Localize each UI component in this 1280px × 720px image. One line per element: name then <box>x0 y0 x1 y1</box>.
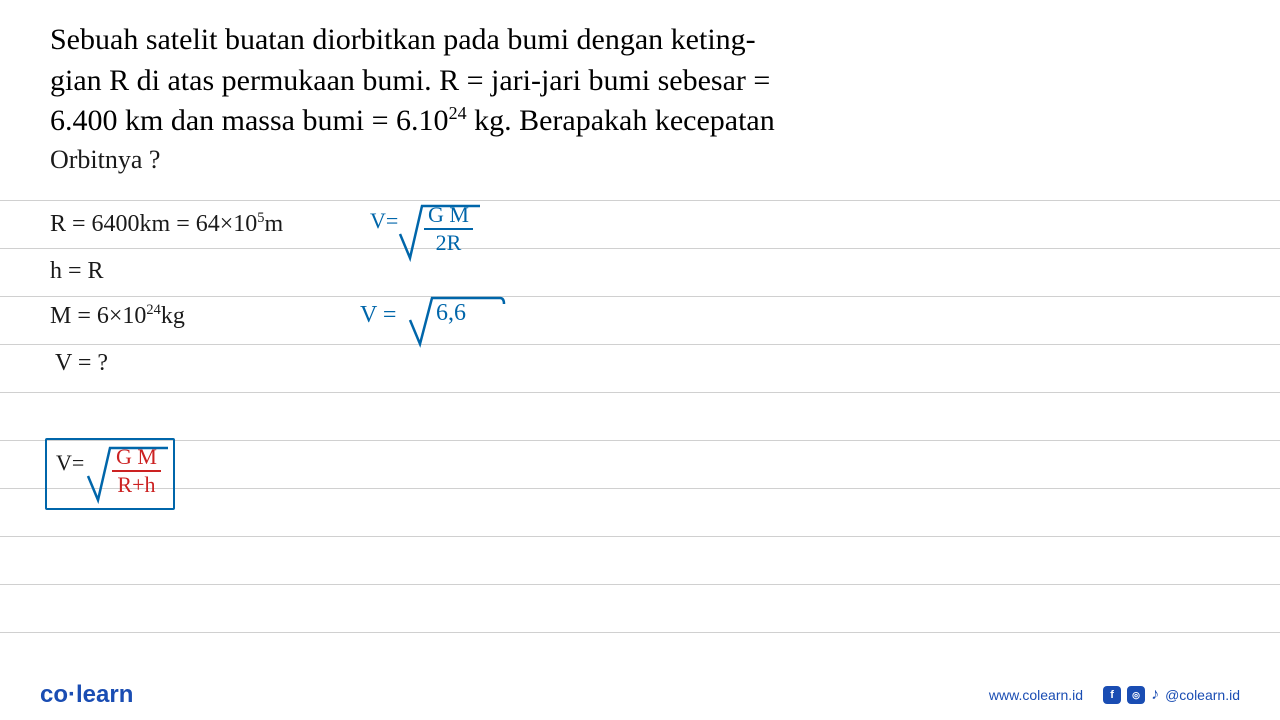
calc2-V-eq: V = <box>360 302 396 329</box>
facebook-icon: f <box>1103 686 1121 704</box>
notebook-line <box>0 632 1280 633</box>
social-handle: @colearn.id <box>1165 687 1240 703</box>
given-V: V = ? <box>55 350 108 377</box>
notebook-line <box>0 440 1280 441</box>
notebook-line <box>0 584 1280 585</box>
notebook-line <box>0 296 1280 297</box>
given-M: M = 6×1024kg <box>50 302 185 330</box>
question-block: Sebuah satelit buatan diorbitkan pada bu… <box>0 0 1280 187</box>
notebook-line <box>0 536 1280 537</box>
social-icons: f ◎ ♪ @colearn.id <box>1103 686 1240 704</box>
question-line-4-handwritten: Orbitnya ? <box>50 142 1230 177</box>
logo: co·learn <box>40 681 133 709</box>
tiktok-icon: ♪ <box>1151 686 1159 704</box>
formula-V-eq: V= <box>56 450 84 476</box>
question-line-1: Sebuah satelit buatan diorbitkan pada bu… <box>50 20 1230 61</box>
notebook-line <box>0 392 1280 393</box>
notebook-line <box>0 488 1280 489</box>
given-R: R = 6400km = 64×105m <box>50 210 283 238</box>
website-link: www.colearn.id <box>989 687 1083 703</box>
calc1-V-eq: V= <box>370 208 398 234</box>
calc2-val: 6,6 <box>436 300 466 327</box>
footer-right: www.colearn.id f ◎ ♪ @colearn.id <box>989 686 1240 704</box>
instagram-icon: ◎ <box>1127 686 1145 704</box>
notebook-line <box>0 200 1280 201</box>
calc1-fraction: G M 2R <box>424 202 473 256</box>
question-line-2: gian R di atas permukaan bumi. R = jari-… <box>50 61 1230 102</box>
question-line-3: 6.400 km dan massa bumi = 6.1024 kg. Ber… <box>50 101 1230 142</box>
notebook-area: R = 6400km = 64×105m h = R M = 6×1024kg … <box>0 200 1280 660</box>
notebook-line <box>0 248 1280 249</box>
given-h: h = R <box>50 258 104 285</box>
notebook-line <box>0 344 1280 345</box>
formula-fraction: G M R+h <box>112 444 161 498</box>
footer: co·learn www.colearn.id f ◎ ♪ @colearn.i… <box>0 670 1280 720</box>
